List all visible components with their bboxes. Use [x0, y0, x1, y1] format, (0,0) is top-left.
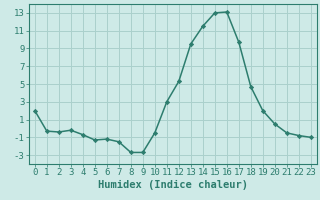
X-axis label: Humidex (Indice chaleur): Humidex (Indice chaleur) — [98, 180, 248, 190]
